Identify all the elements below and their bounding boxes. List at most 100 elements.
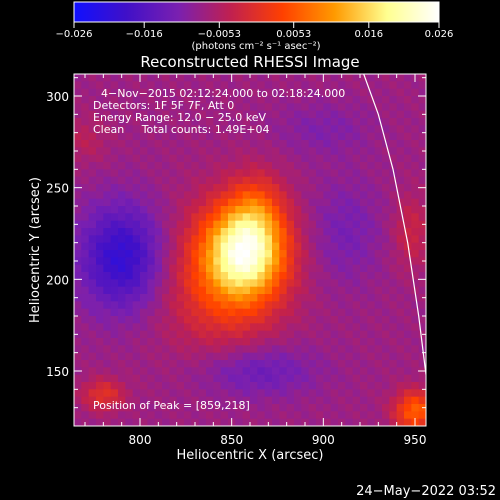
heatmap-cell xyxy=(118,191,126,200)
heatmap-cell xyxy=(418,103,426,112)
heatmap-cell xyxy=(330,88,339,97)
heatmap-cell xyxy=(125,184,134,192)
heatmap-cell xyxy=(176,279,185,288)
heatmap-cell xyxy=(338,345,346,354)
heatmap-cell xyxy=(301,213,310,222)
heatmap-cell xyxy=(110,74,119,82)
heatmap-cell xyxy=(338,140,346,148)
heatmap-cell xyxy=(352,88,361,97)
heatmap-cell xyxy=(191,220,200,229)
heatmap-cell xyxy=(220,396,229,405)
heatmap-cell xyxy=(162,323,170,332)
heatmap-cell xyxy=(286,316,295,324)
heatmap-cell xyxy=(110,404,119,412)
heatmap-cell xyxy=(330,140,339,148)
heatmap-cell xyxy=(74,88,82,97)
heatmap-cell xyxy=(154,301,163,310)
heatmap-cell xyxy=(88,316,97,324)
heatmap-cell xyxy=(74,198,82,207)
heatmap-cell xyxy=(125,367,134,376)
heatmap-cell xyxy=(213,169,222,178)
heatmap-cell xyxy=(81,132,90,141)
heatmap-cell xyxy=(286,206,295,214)
heatmap-cell xyxy=(132,147,141,156)
heatmap-cell xyxy=(250,184,258,192)
heatmap-cell xyxy=(418,411,426,420)
heatmap-cell xyxy=(220,110,229,119)
heatmap-cell xyxy=(162,404,170,412)
heatmap-cell xyxy=(286,396,295,405)
heatmap-cell xyxy=(389,162,398,170)
heatmap-cell xyxy=(396,74,405,82)
heatmap-cell xyxy=(382,272,390,280)
heatmap-cell xyxy=(257,169,266,178)
heatmap-cell xyxy=(184,162,192,170)
heatmap-cell xyxy=(154,338,163,346)
heatmap-cell xyxy=(110,367,119,376)
heatmap-cell xyxy=(257,272,266,280)
heatmap-cell xyxy=(235,125,244,134)
heatmap-cell xyxy=(228,103,236,112)
heatmap-cell xyxy=(316,74,324,82)
heatmap-cell xyxy=(81,279,90,288)
heatmap-cell xyxy=(316,96,324,104)
heatmap-cell xyxy=(125,345,134,354)
heatmap-cell xyxy=(360,396,368,405)
heatmap-cell xyxy=(411,169,420,178)
heatmap-cell xyxy=(338,367,346,376)
heatmap-cell xyxy=(308,103,317,112)
heatmap-cell xyxy=(330,118,339,126)
heatmap-cell xyxy=(242,154,251,163)
heatmap-cell xyxy=(411,103,420,112)
heatmap-cell xyxy=(96,140,104,148)
heatmap-cell xyxy=(257,220,266,229)
heatmap-cell xyxy=(125,338,134,346)
heatmap-cell xyxy=(360,389,368,398)
heatmap-cell xyxy=(140,213,148,222)
heatmap-cell xyxy=(162,308,170,317)
heatmap-cell xyxy=(162,257,170,266)
heatmap-cell xyxy=(404,110,412,119)
heatmap-cell xyxy=(74,382,82,390)
heatmap-cell xyxy=(382,147,390,156)
heatmap-cell xyxy=(404,396,412,405)
heatmap-cell xyxy=(382,360,390,368)
heatmap-cell xyxy=(308,396,317,405)
heatmap-cell xyxy=(154,308,163,317)
heatmap-cell xyxy=(382,74,390,82)
heatmap-cell xyxy=(242,118,251,126)
heatmap-cell xyxy=(220,264,229,273)
heatmap-cell xyxy=(367,154,376,163)
heatmap-cell xyxy=(88,257,97,266)
heatmap-cell xyxy=(125,235,134,244)
heatmap-cell xyxy=(345,374,354,383)
heatmap-cell xyxy=(250,81,258,90)
heatmap-cell xyxy=(338,162,346,170)
heatmap-cell xyxy=(169,389,178,398)
heatmap-cell xyxy=(352,301,361,310)
heatmap-cell xyxy=(220,404,229,412)
heatmap-cell xyxy=(418,169,426,178)
heatmap-cell xyxy=(374,228,383,236)
heatmap-cell xyxy=(264,169,273,178)
heatmap-cell xyxy=(169,154,178,163)
heatmap-cell xyxy=(330,235,339,244)
heatmap-cell xyxy=(235,316,244,324)
heatmap-cell xyxy=(382,191,390,200)
heatmap-cell xyxy=(323,220,332,229)
heatmap-cell xyxy=(220,228,229,236)
heatmap-cell xyxy=(103,103,112,112)
heatmap-cell xyxy=(242,250,251,258)
heatmap-cell xyxy=(213,118,222,126)
heatmap-cell xyxy=(162,338,170,346)
heatmap-cell xyxy=(147,308,156,317)
heatmap-cell xyxy=(162,235,170,244)
heatmap-cell xyxy=(235,191,244,200)
heatmap-cell xyxy=(125,382,134,390)
heatmap-cell xyxy=(301,235,310,244)
heatmap-cell xyxy=(96,235,104,244)
heatmap-cell xyxy=(367,411,376,420)
heatmap-cell xyxy=(389,382,398,390)
heatmap-cell xyxy=(411,220,420,229)
